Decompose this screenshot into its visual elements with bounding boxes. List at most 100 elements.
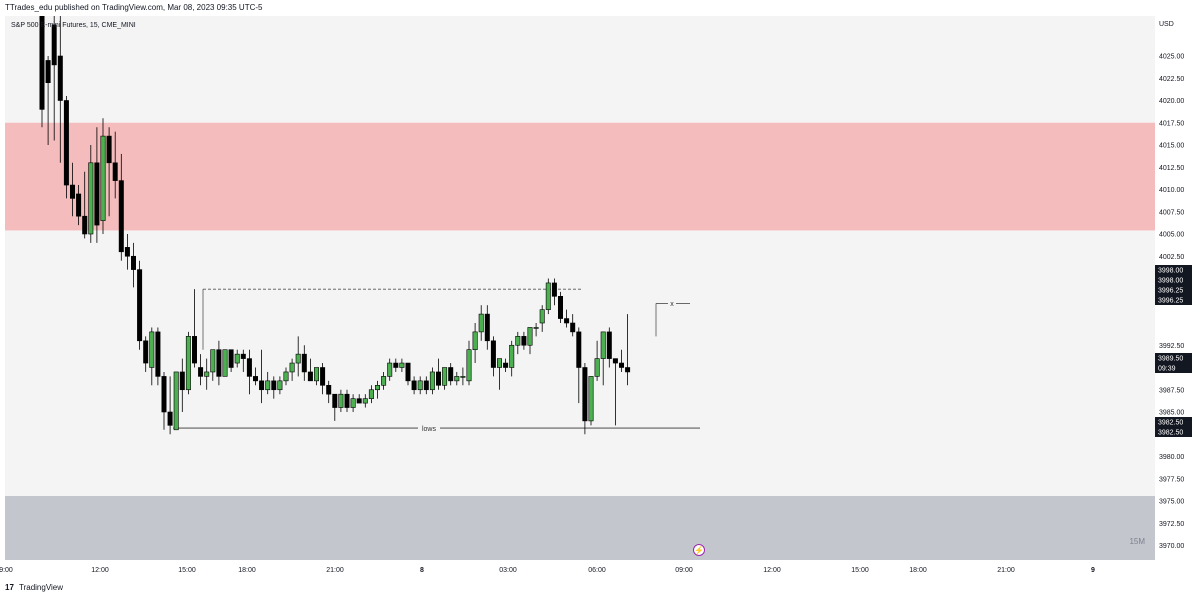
candle-body [161,376,167,413]
indicator-pane[interactable]: 15M [5,496,1155,560]
candle [350,394,356,412]
candle-body [63,100,69,186]
candle-body [606,331,612,359]
price-badge: 09:39 [1155,363,1192,373]
candle [570,314,576,337]
price-scale[interactable]: USD 4025.00 4022.50 4020.00 4017.50 4015.00 40… [1155,16,1200,572]
candle-body [271,380,277,391]
candle [313,367,319,386]
candle [307,358,313,382]
time-scale[interactable]: 9:00 12:00 15:00 18:00 21:00 8 03:00 06:00 09:00… [0,560,1155,578]
candle-body [301,353,307,373]
price-tick-label: 3987.50 [1159,387,1184,394]
candle [600,331,606,386]
candle-body [124,247,130,257]
candle-body [381,376,387,386]
price-tick-label: 3975.00 [1159,499,1184,506]
price-badge: 3998.00 [1155,275,1192,285]
candle-body [545,282,551,310]
time-tick-label: 9 [1091,567,1095,574]
supply-zone[interactable] [5,122,1155,231]
candle [448,363,454,386]
candle [295,336,301,377]
candle [131,242,137,288]
price-badge: 3998.00 [1155,265,1192,275]
candle-body [118,180,124,253]
candle-body [582,367,588,422]
price-tick-label: 3972.50 [1159,521,1184,528]
time-tick-label: 21:00 [326,567,344,574]
time-axis: 9:00 12:00 15:00 18:00 21:00 8 03:00 06:00 09:00… [0,567,1095,574]
chart-area[interactable]: lows x S&P 500 E-mini Futures, 15, CME_MI… [5,16,1155,560]
time-tick-label: 15:00 [851,567,869,574]
time-tick-label: 18:00 [909,567,927,574]
candle [51,16,57,141]
candle-body [100,135,106,221]
candle [259,349,265,404]
candle-body [576,331,582,368]
price-tick-label: 4007.50 [1159,209,1184,216]
candle-body [625,367,631,373]
price-badge-bg [1155,295,1192,305]
candle-body [350,398,356,408]
candle-body [222,349,228,377]
candle-body [76,193,82,217]
price-tick-label: 4002.50 [1159,254,1184,261]
candle [222,349,228,377]
candle-body [289,362,295,373]
candle-body [137,269,143,342]
candle-body [588,376,594,422]
candle [173,371,179,431]
candle-body [570,322,576,333]
candle [533,323,539,337]
candle [326,380,332,404]
candle-body [338,393,344,408]
candle [527,327,533,355]
candle [45,56,51,145]
candle [82,171,88,239]
candle [277,376,283,395]
candle-body [94,162,100,226]
price-badge-bg [1155,417,1192,427]
candle [435,358,441,390]
lows-label: lows [422,426,437,433]
candle [478,305,484,341]
price-badge-label: 3996.25 [1158,288,1183,295]
candle-body [533,327,539,329]
candle [94,127,100,243]
candle [405,362,411,386]
price-tick-label: 3970.00 [1159,543,1184,550]
candle [454,371,460,386]
publish-header: TTrades_edu published on TradingView.com… [0,0,1200,16]
price-tick-label: 3977.50 [1159,476,1184,483]
candle-body [326,384,332,395]
candle [460,367,466,386]
price-badge-label: 3982.50 [1158,430,1183,437]
candle-body [143,340,149,364]
price-badge-bg [1155,427,1192,437]
candle [210,349,216,381]
candle-body [472,331,478,350]
marker-label: x [670,301,674,308]
candle [118,153,124,261]
candle-body [551,282,557,297]
candle [393,358,399,372]
candle-body [88,162,94,235]
price-badge-bg [1155,363,1192,373]
time-tick-label: 12:00 [91,567,109,574]
candle [161,371,167,430]
candle [124,234,130,270]
lightning-icon[interactable]: ⚡ [693,544,705,556]
candle [204,358,210,390]
time-tick-label: 18:00 [238,567,256,574]
candle [551,278,557,306]
candle-body [45,60,51,84]
candle [167,376,173,435]
candlestick-chart[interactable]: lows x [5,16,1155,560]
price-tick-label: 3992.50 [1159,343,1184,350]
price-badge-label: 3996.25 [1158,298,1183,305]
candle [246,349,252,395]
candle [143,336,149,372]
candle [356,394,362,404]
price-badge-bg [1155,275,1192,285]
